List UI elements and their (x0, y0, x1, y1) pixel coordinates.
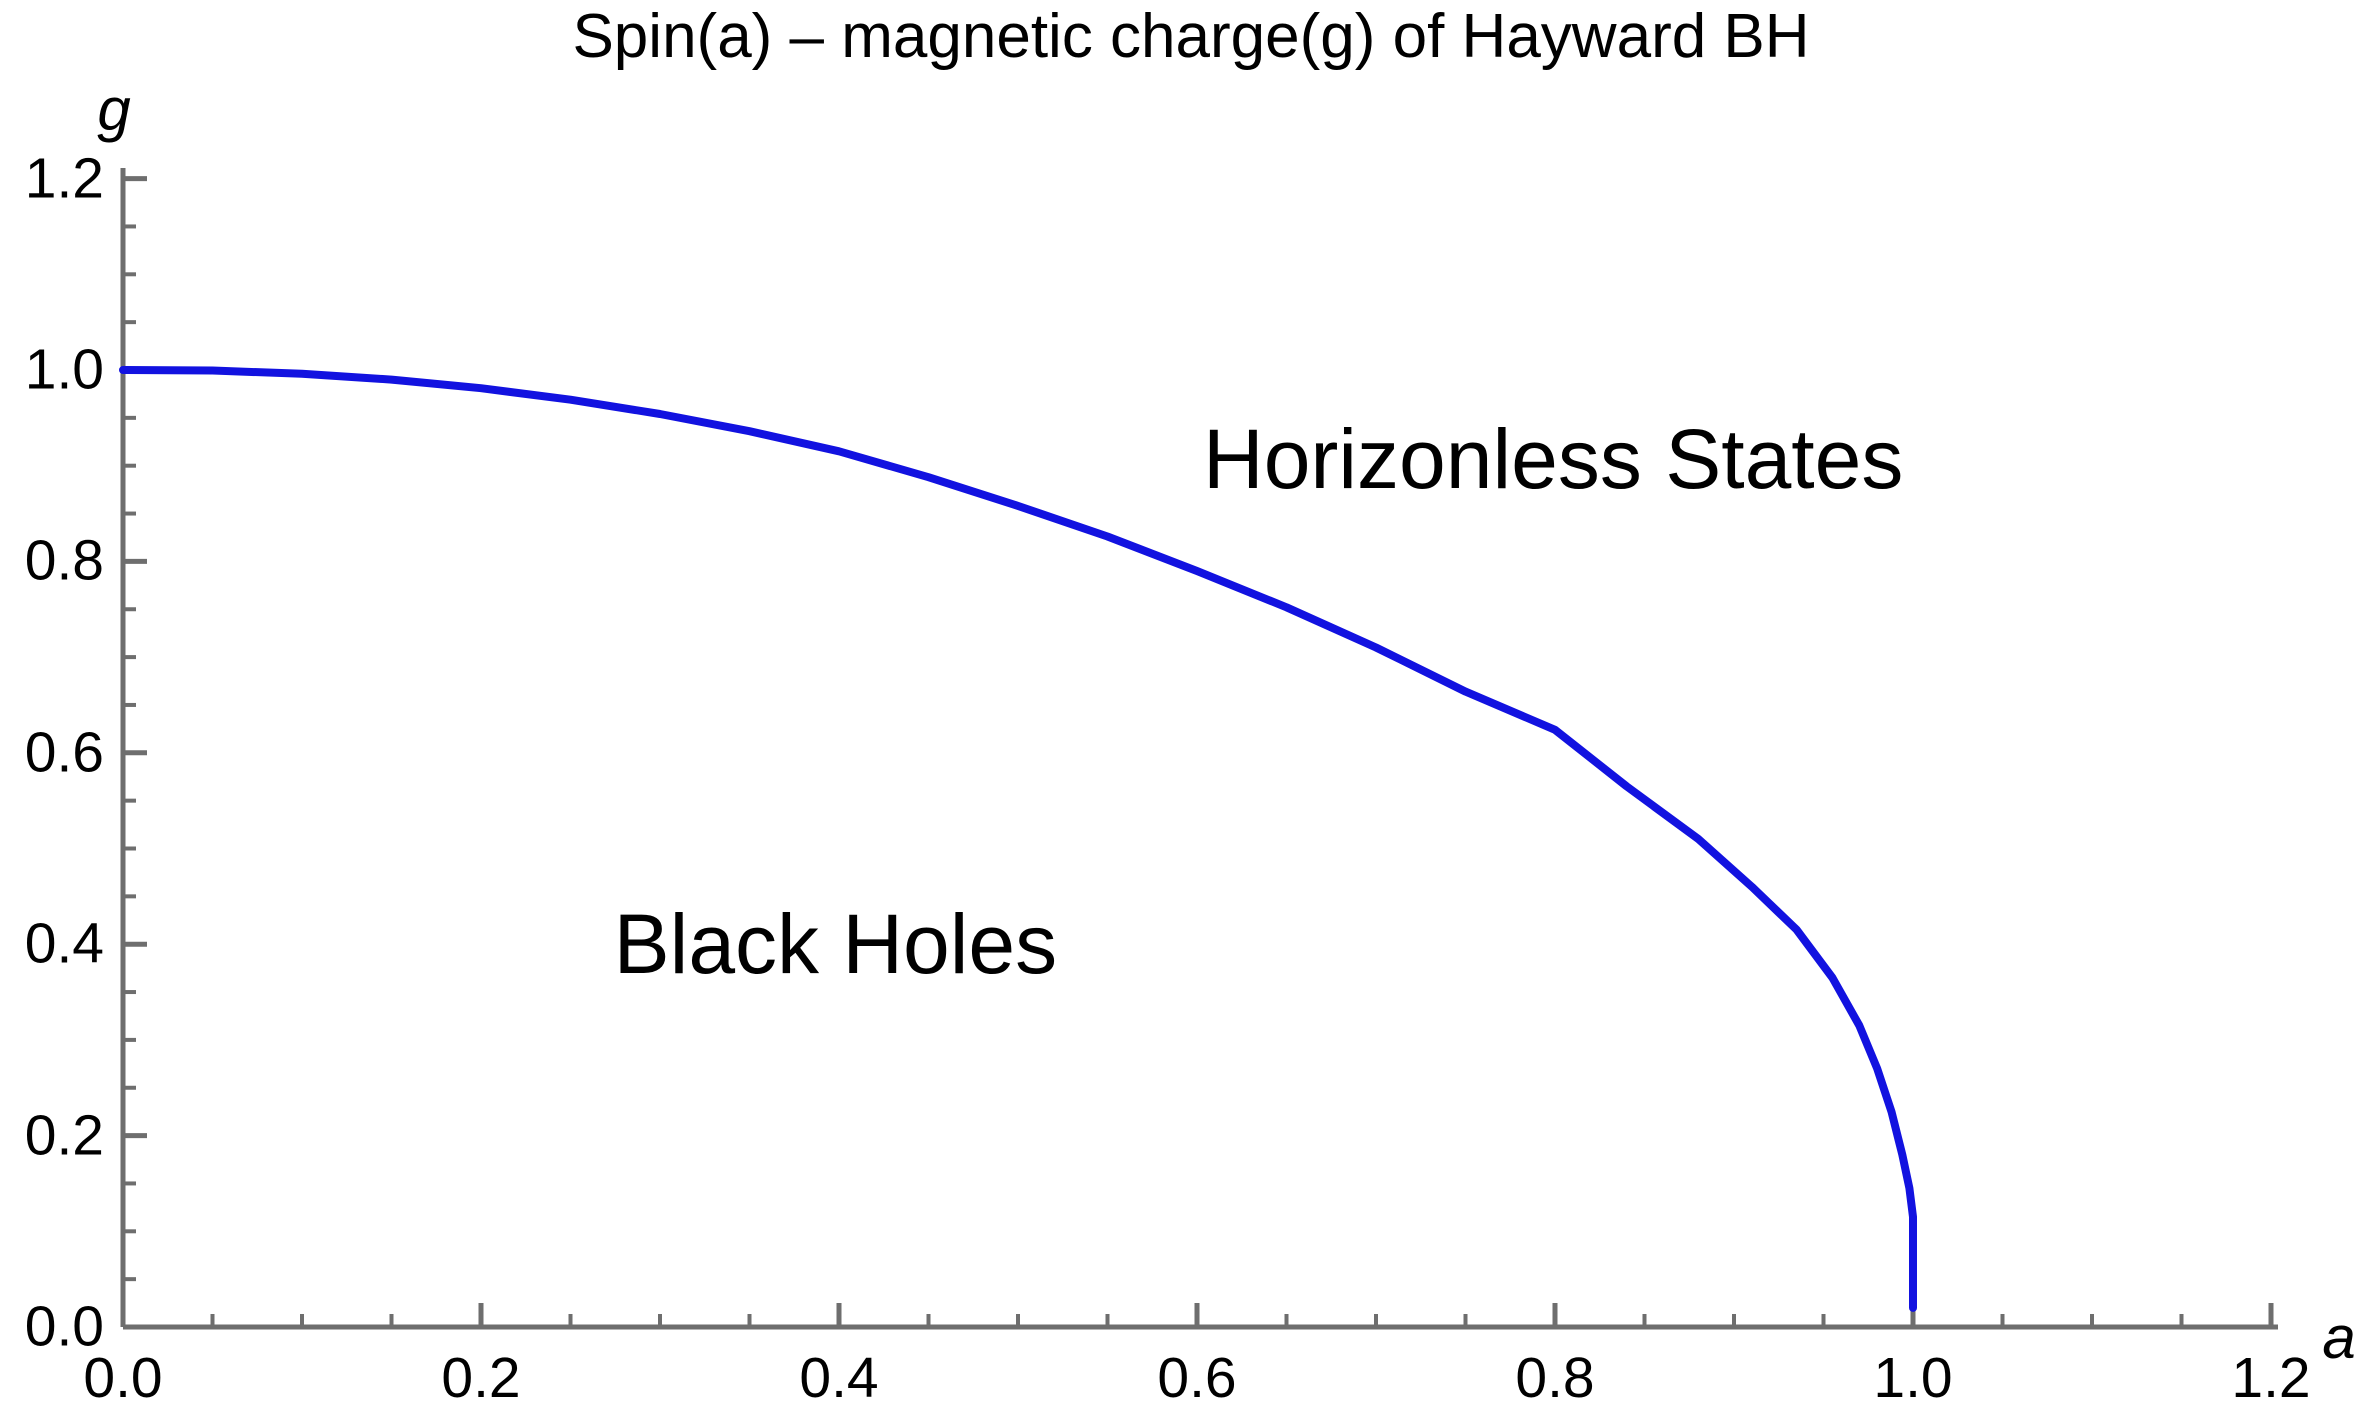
annotation-horizonless-states: Horizonless States (1203, 412, 1904, 506)
x-tick-label: 0.4 (799, 1346, 879, 1410)
y-tick-label: 0.0 (24, 1294, 104, 1359)
y-tick-label: 1.0 (24, 337, 104, 402)
y-tick-label: 1.2 (24, 146, 104, 211)
x-tick-label: 0.2 (441, 1346, 521, 1410)
y-tick-label: 0.8 (24, 528, 104, 593)
extremal-boundary-curve (119, 366, 1917, 1312)
annotation-black-holes: Black Holes (613, 897, 1058, 992)
x-tick-label: 0.0 (83, 1346, 163, 1410)
y-tick-label: 0.2 (24, 1103, 104, 1168)
y-tick-label: 0.4 (24, 911, 104, 976)
chart-title: Spin(a) – magnetic charge(g) of Hayward … (572, 2, 1810, 71)
x-axis-label: a (2322, 1304, 2356, 1371)
y-tick-label: 0.6 (24, 720, 104, 785)
x-tick-label: 1.0 (1873, 1346, 1953, 1410)
x-tick-label: 1.2 (2231, 1346, 2311, 1410)
y-axis-label: g (97, 76, 131, 143)
x-tick-label: 0.6 (1157, 1346, 1237, 1410)
x-tick-label: 0.8 (1515, 1346, 1595, 1410)
